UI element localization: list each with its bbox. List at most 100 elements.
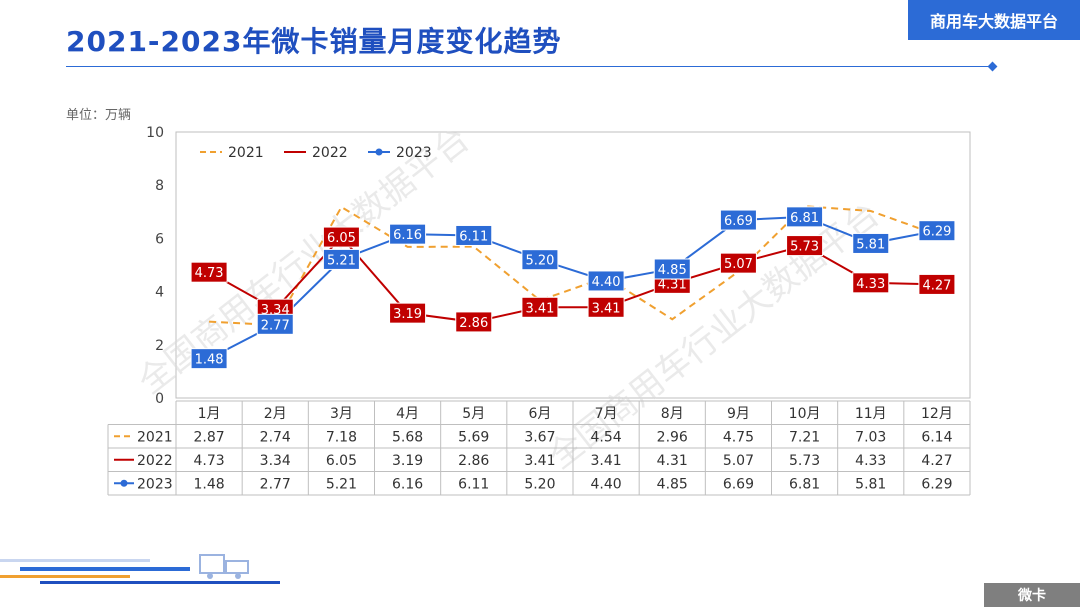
- y-tick-label: 8: [155, 178, 164, 194]
- data-label-box-2023: [190, 348, 228, 370]
- legend-label-2021: 2021: [228, 145, 264, 161]
- table-cell: 6.14: [921, 429, 952, 445]
- table-cell: 4.85: [657, 476, 688, 492]
- table-legend-marker-2023: [120, 479, 128, 487]
- y-tick-label: 6: [155, 231, 164, 247]
- data-label-2022: 3.19: [393, 307, 422, 322]
- data-label-2023: 4.85: [658, 263, 687, 278]
- data-label-box-2023: [852, 232, 890, 254]
- data-label-2022: 5.07: [724, 257, 753, 272]
- data-label-box-2023: [587, 270, 625, 292]
- data-label-box-2022: [190, 261, 228, 283]
- table-header-cell: 12月: [921, 406, 953, 422]
- data-label-2023: 4.40: [592, 275, 621, 290]
- table-cell: 6.81: [789, 476, 820, 492]
- table-cell: 5.68: [392, 429, 423, 445]
- table-cell: 2.74: [260, 429, 291, 445]
- truck-decoration: [0, 554, 280, 584]
- table-row-label: 2022: [137, 453, 173, 469]
- table-cell: 2.87: [193, 429, 224, 445]
- data-label-box-2023: [256, 313, 294, 335]
- legend-marker-2023: [375, 148, 383, 156]
- table-cell: 5.07: [723, 453, 754, 469]
- table-cell: 4.40: [590, 476, 621, 492]
- data-label-2023: 6.29: [922, 225, 951, 240]
- table-cell: 3.34: [260, 453, 291, 469]
- brand-badge: 商用车大数据平台: [908, 0, 1080, 40]
- data-label-box-2022: [521, 296, 559, 318]
- data-label-2023: 2.77: [261, 318, 290, 333]
- data-label-2022: 6.05: [327, 231, 356, 246]
- data-label-2023: 1.48: [195, 353, 224, 368]
- table-cell: 5.69: [458, 429, 489, 445]
- data-label-box-2023: [786, 206, 824, 228]
- table-cell: 3.41: [524, 453, 555, 469]
- plot-area: [175, 131, 971, 399]
- table-cell: 7.18: [326, 429, 357, 445]
- table-cell: 3.19: [392, 453, 423, 469]
- table-cell: 5.20: [524, 476, 555, 492]
- data-label-2023: 5.20: [525, 254, 554, 269]
- table-cell: 2.77: [260, 476, 291, 492]
- data-label-box-2023: [455, 224, 493, 246]
- table-cell: 5.81: [855, 476, 886, 492]
- table-cell: 6.29: [921, 476, 952, 492]
- data-label-2023: 6.69: [724, 214, 753, 229]
- table-header-cell: 4月: [396, 406, 419, 422]
- data-label-2022: 4.73: [195, 266, 224, 281]
- table-cell: 5.73: [789, 453, 820, 469]
- data-label-2023: 6.16: [393, 228, 422, 243]
- data-label-box-2023: [653, 258, 691, 280]
- table-header-cell: 7月: [595, 406, 618, 422]
- data-label-box-2022: [852, 272, 890, 294]
- table-row-label: 2023: [137, 476, 173, 492]
- data-label-2023: 6.11: [459, 229, 488, 244]
- data-label-box-2022: [786, 235, 824, 257]
- data-label-box-2023: [521, 249, 559, 271]
- table-cell: 3.67: [524, 429, 555, 445]
- table-cell: 6.16: [392, 476, 423, 492]
- table-cell: 4.54: [590, 429, 621, 445]
- table-header-cell: 9月: [727, 406, 750, 422]
- legend-label-2023: 2023: [396, 145, 432, 161]
- table-cell: 7.21: [789, 429, 820, 445]
- table-cell: 4.73: [193, 453, 224, 469]
- table-cell: 3.41: [590, 453, 621, 469]
- table-cell: 2.96: [657, 429, 688, 445]
- data-label-2022: 4.33: [856, 277, 885, 292]
- table-cell: 5.21: [326, 476, 357, 492]
- legend-label-2022: 2022: [312, 145, 348, 161]
- table-cell: 4.75: [723, 429, 754, 445]
- unit-label: 单位：万辆: [66, 108, 132, 123]
- table-header-cell: 5月: [462, 406, 485, 422]
- table-header-cell: 8月: [661, 406, 684, 422]
- data-label-2022: 3.41: [525, 301, 554, 316]
- data-label-2023: 6.81: [790, 211, 819, 226]
- table-cell: 6.69: [723, 476, 754, 492]
- table-header-cell: 1月: [198, 406, 221, 422]
- data-label-box-2022: [918, 273, 956, 295]
- table-cell: 4.27: [921, 453, 952, 469]
- data-label-box-2022: [455, 311, 493, 333]
- table-cell: 4.33: [855, 453, 886, 469]
- data-label-2023: 5.81: [856, 237, 885, 252]
- watermark: 全国商用车行业大数据平台: [131, 119, 477, 402]
- data-label-2022: 4.31: [658, 277, 687, 292]
- data-label-box-2022: [389, 302, 427, 324]
- data-label-2022: 5.73: [790, 240, 819, 255]
- table-row-label: 2021: [137, 429, 173, 445]
- data-label-2023: 5.21: [327, 253, 356, 268]
- data-label-box-2022: [719, 252, 757, 274]
- table-cell: 4.31: [657, 453, 688, 469]
- table-header-cell: 10月: [789, 406, 821, 422]
- data-label-box-2022: [322, 226, 360, 248]
- title-divider: [66, 66, 993, 67]
- page-title: 2021-2023年微卡销量月度变化趋势: [66, 25, 562, 58]
- y-tick-label: 10: [146, 125, 164, 141]
- y-tick-label: 2: [155, 338, 164, 354]
- table-header-cell: 3月: [330, 406, 353, 422]
- data-label-box-2022: [587, 296, 625, 318]
- table-cell: 2.86: [458, 453, 489, 469]
- table-header-cell: 6月: [528, 406, 551, 422]
